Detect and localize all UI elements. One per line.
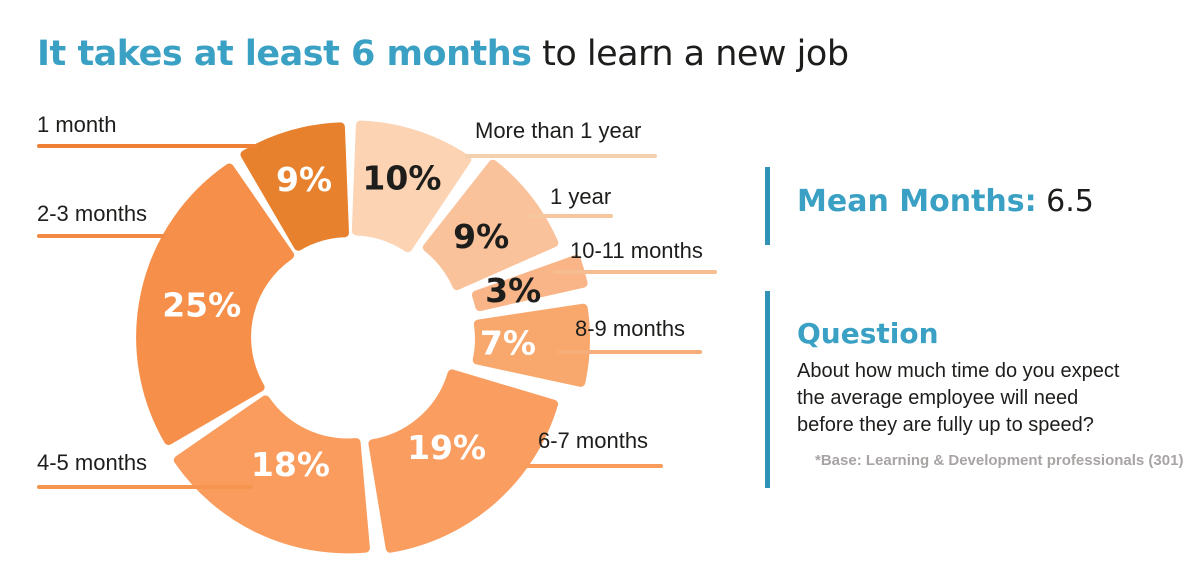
- slice-percent-6-7-months: 19%: [407, 428, 486, 467]
- donut-slice-8-9-months: [472, 303, 590, 387]
- slice-leader-line-8-9-months: [557, 350, 702, 354]
- slice-label-10-11-months: 10-11 months: [570, 238, 703, 263]
- question-heading: Question: [797, 317, 939, 350]
- donut-slice-6-7-months: [368, 369, 558, 553]
- slice-percent-more-than-1-year: 10%: [362, 159, 441, 198]
- question-body: About how much time do you expect the av…: [797, 360, 1120, 436]
- mean-months-value: 6.5: [1046, 184, 1094, 219]
- donut-slice-4-5-months: [173, 395, 370, 554]
- mean-months-label: Mean Months:: [797, 184, 1037, 219]
- donut-slice-more-than-1-year: [351, 120, 472, 253]
- slice-label-1-year: 1 year: [550, 184, 612, 209]
- mean-months-stat: Mean Months: 6.5: [797, 184, 1094, 219]
- slice-label-1-month: 1 month: [37, 112, 117, 137]
- slice-leader-line-1-month: [37, 144, 258, 148]
- donut-slice-1-month: [240, 122, 349, 251]
- slice-leader-line-2-3-months: [37, 234, 165, 238]
- slice-label-6-7-months: 6-7 months: [538, 428, 649, 453]
- slice-leader-line-10-11-months: [553, 270, 717, 274]
- slice-percent-4-5-months: 18%: [251, 445, 330, 484]
- slice-leader-line-more-than-1-year: [465, 154, 657, 158]
- mean-months-accent-bar: [765, 167, 770, 245]
- slice-leader-line-4-5-months: [37, 485, 253, 489]
- page-title-highlight: It takes at least 6 months: [37, 34, 532, 74]
- slice-percent-2-3-months: 25%: [162, 285, 241, 324]
- slice-label-4-5-months: 4-5 months: [37, 450, 148, 475]
- slice-percent-1-month: 9%: [276, 160, 332, 199]
- slice-label-2-3-months: 2-3 months: [37, 201, 148, 226]
- slice-label-more-than-1-year: More than 1 year: [475, 118, 642, 143]
- slice-leader-line-6-7-months: [520, 464, 663, 468]
- slice-leader-line-1-year: [527, 214, 613, 218]
- donut-slice-2-3-months: [136, 163, 295, 445]
- donut-slice-1-year: [422, 159, 559, 291]
- page-title: It takes at least 6 months to learn a ne…: [37, 34, 849, 74]
- slice-percent-8-9-months: 7%: [480, 324, 536, 363]
- base-footnote: *Base: Learning & Development profession…: [815, 452, 1184, 469]
- slice-label-8-9-months: 8-9 months: [575, 316, 686, 341]
- page-title-rest: to learn a new job: [531, 34, 849, 74]
- question-accent-bar: [765, 291, 770, 488]
- slice-percent-10-11-months: 3%: [485, 271, 541, 310]
- slice-percent-1-year: 9%: [453, 217, 509, 256]
